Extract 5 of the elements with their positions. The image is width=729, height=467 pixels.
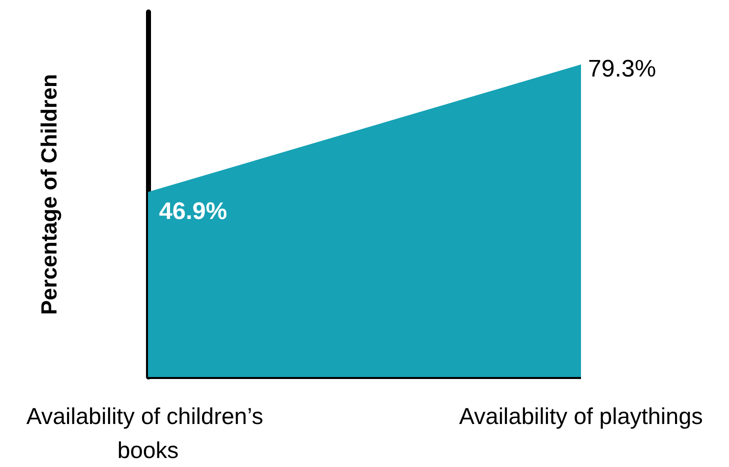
y-axis-title: Percentage of Children [36, 74, 62, 315]
x-tick-label: Availability of playthings [459, 403, 703, 429]
data-label: 46.9% [159, 198, 228, 225]
data-label: 79.3% [588, 56, 656, 83]
x-tick-label: Availability of children’s books [26, 403, 270, 463]
